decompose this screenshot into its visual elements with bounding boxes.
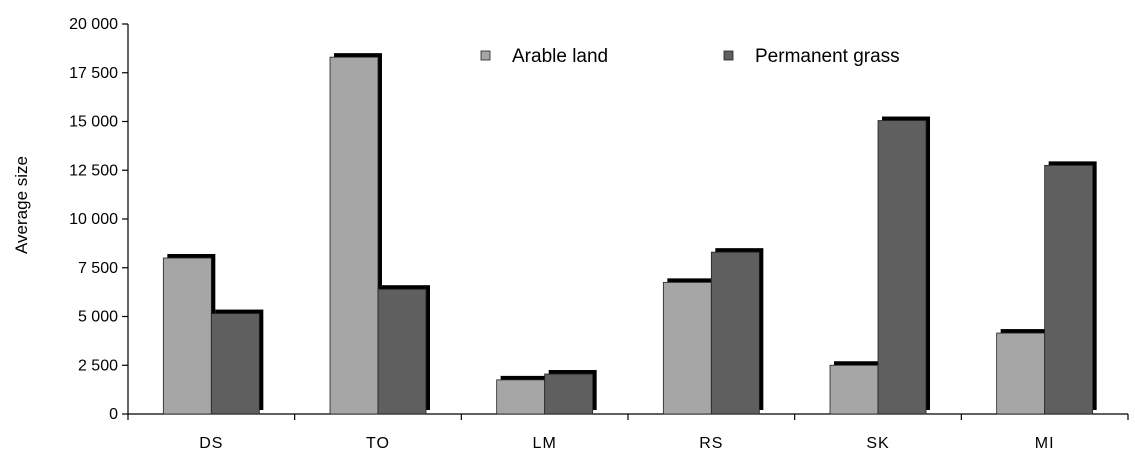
legend-swatch	[480, 50, 491, 61]
bar	[996, 332, 1046, 415]
bar	[329, 56, 379, 415]
bar	[496, 379, 546, 415]
bar	[710, 251, 760, 415]
y-tick-label: 15 000	[69, 114, 118, 131]
bars	[162, 53, 1097, 415]
bar	[210, 313, 260, 415]
y-tick-label: 10 000	[69, 211, 118, 228]
bar	[662, 281, 712, 415]
y-axis: 0 2 500 5 000 7 500 10 000 12 500 15 000 17 500…	[69, 16, 129, 423]
bar	[377, 288, 427, 415]
x-axis: DS TO LM RS SK MI	[127, 413, 1129, 451]
y-axis-title: Average size	[12, 156, 31, 254]
bar	[544, 373, 594, 415]
y-tick-label: 12 500	[69, 162, 118, 179]
y-tick-label: 17 500	[69, 65, 118, 82]
y-tick-label: 0	[109, 406, 118, 423]
bar	[162, 257, 212, 415]
y-tick-label: 7 500	[78, 260, 118, 277]
y-tick-label: 5 000	[78, 309, 118, 326]
x-tick-label: DS	[199, 435, 223, 451]
x-tick-label: RS	[699, 435, 723, 451]
bar	[877, 120, 927, 415]
x-tick-label: TO	[366, 435, 390, 451]
bar	[829, 364, 879, 415]
legend-label: Permanent grass	[755, 46, 900, 67]
x-tick-label: LM	[533, 435, 557, 451]
y-tick-label: 2 500	[78, 357, 118, 374]
x-tick-label: MI	[1035, 435, 1055, 451]
legend-label: Arable land	[512, 46, 608, 67]
bar	[1044, 164, 1094, 415]
legend-swatch	[723, 50, 734, 61]
y-tick-label: 20 000	[69, 16, 118, 33]
x-tick-label: SK	[866, 435, 889, 451]
legend: Arable land Permanent grass	[480, 46, 900, 67]
